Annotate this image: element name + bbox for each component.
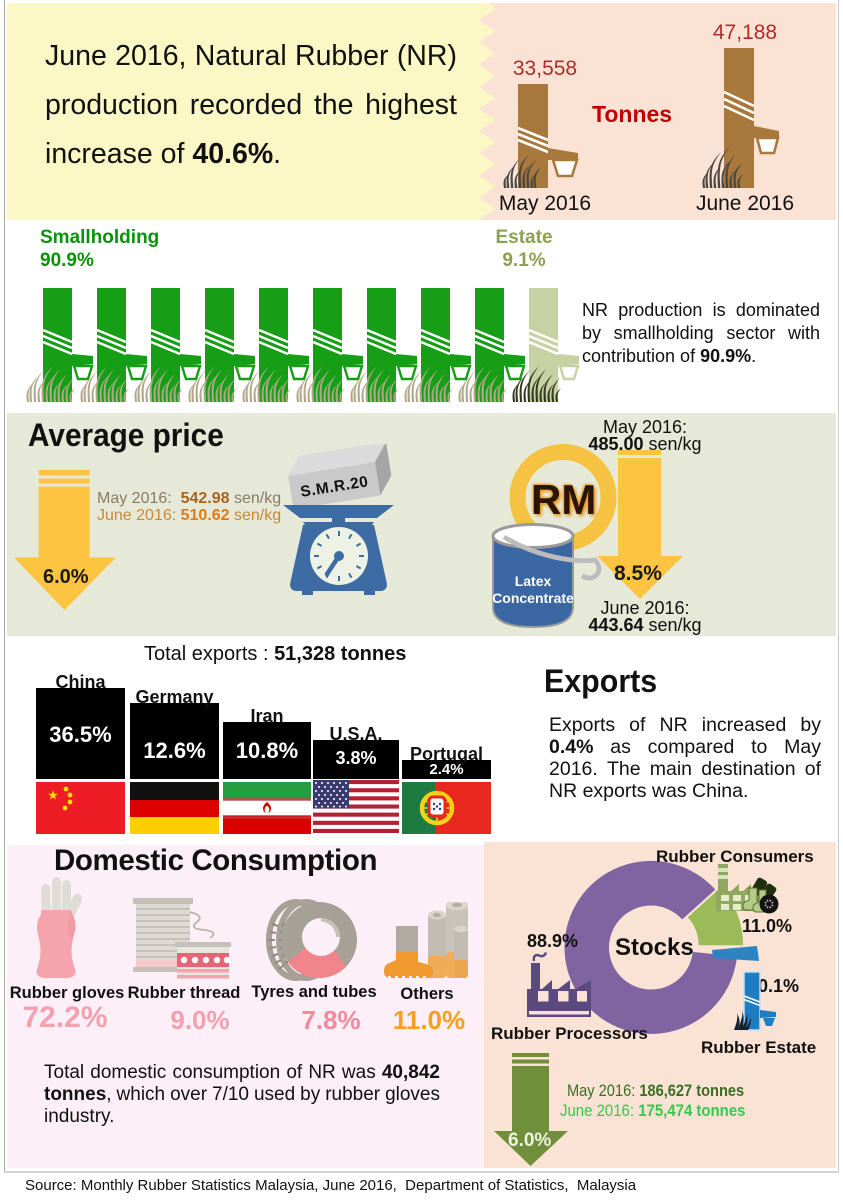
svg-text:Concentrate: Concentrate — [492, 590, 574, 606]
svg-text:Latex: Latex — [515, 573, 552, 589]
